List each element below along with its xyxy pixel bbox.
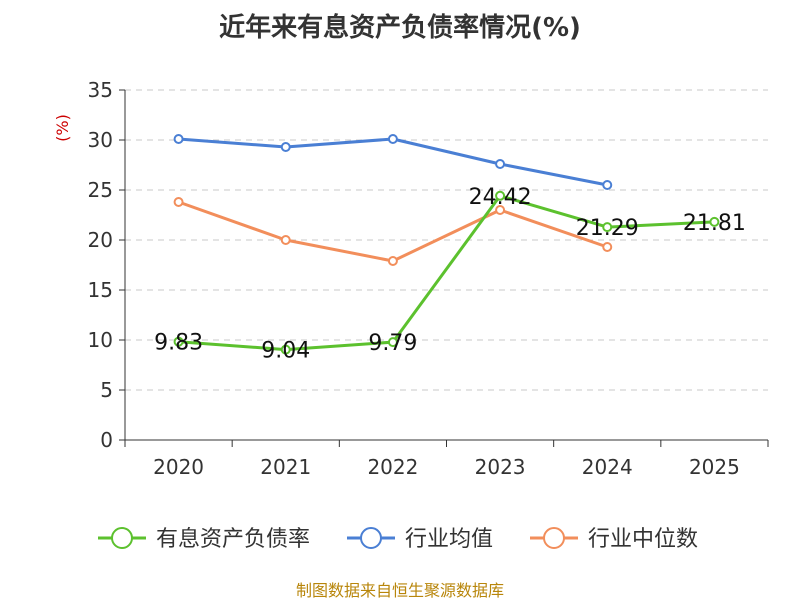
legend-marker xyxy=(360,527,382,549)
y-tick-label: 10 xyxy=(88,328,113,352)
data-point xyxy=(173,197,184,207)
data-point xyxy=(709,216,720,227)
y-tick-label: 15 xyxy=(88,278,113,302)
y-tick-label: 35 xyxy=(88,78,113,102)
data-label: 9.83 xyxy=(154,331,203,356)
chart-title: 近年来有息资产负债率情况(%) xyxy=(219,12,581,43)
data-point xyxy=(387,134,398,144)
x-tick-label: 2020 xyxy=(153,455,204,479)
y-tick-label: 20 xyxy=(88,228,113,252)
data-point xyxy=(495,159,506,169)
data-point xyxy=(602,222,613,233)
y-tick-label: 0 xyxy=(100,428,113,452)
legend-label: 行业中位数 xyxy=(588,527,698,552)
data-point xyxy=(495,205,506,215)
data-label: 9.04 xyxy=(261,339,310,364)
data-point xyxy=(387,337,398,348)
series-line-0 xyxy=(178,194,715,352)
y-axis-label: (%) xyxy=(53,114,72,142)
y-tick-label: 30 xyxy=(88,128,113,152)
data-point xyxy=(495,190,506,201)
x-tick-label: 2025 xyxy=(689,455,740,479)
data-label: 24.42 xyxy=(469,185,532,210)
data-label: 21.81 xyxy=(683,211,746,236)
legend-marker xyxy=(111,527,133,549)
data-point xyxy=(387,256,398,266)
legend-label: 有息资产负债率 xyxy=(156,527,310,552)
legend[interactable]: 有息资产负债率 行业均值 行业中位数 xyxy=(98,527,698,552)
series-group xyxy=(173,134,720,355)
x-tick-label: 2023 xyxy=(475,455,526,479)
legend-item[interactable]: 行业均值 xyxy=(347,527,493,552)
grid-lines xyxy=(125,89,768,391)
data-point xyxy=(280,235,291,245)
x-tick-label: 2024 xyxy=(582,455,633,479)
x-tick-label: 2021 xyxy=(260,455,311,479)
data-point xyxy=(602,180,613,190)
data-point xyxy=(173,134,184,144)
legend-item[interactable]: 有息资产负债率 xyxy=(98,527,310,552)
data-label: 21.29 xyxy=(576,216,639,241)
data-label: 9.79 xyxy=(368,331,417,356)
series-line-1 xyxy=(178,137,608,187)
source-note: 制图数据来自恒生聚源数据库 xyxy=(296,581,504,600)
y-tick-label: 5 xyxy=(100,378,113,402)
data-point xyxy=(280,344,291,355)
data-point xyxy=(280,142,291,152)
data-point xyxy=(602,242,613,252)
series-line-2 xyxy=(178,200,608,263)
y-tick-label: 25 xyxy=(88,178,113,202)
legend-item[interactable]: 行业中位数 xyxy=(530,527,698,552)
data-labels: 9.83 9.04 9.79 24.42 21.29 21.81 xyxy=(154,185,746,364)
legend-label: 行业均值 xyxy=(405,527,493,552)
x-tick-label: 2022 xyxy=(367,455,418,479)
data-point xyxy=(173,336,184,347)
legend-marker xyxy=(543,527,565,549)
